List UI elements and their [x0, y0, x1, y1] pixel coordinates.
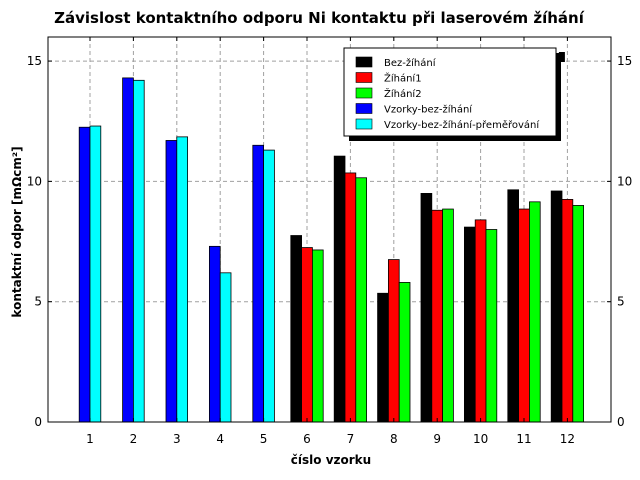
- bar-Žíhání2-7: [355, 177, 367, 423]
- bar-Vzorky-bez-žíhání-2: [122, 77, 134, 423]
- x-axis-label: číslo vzorku: [291, 453, 371, 467]
- bar-Žíhání2-10: [485, 229, 498, 423]
- bar-Vzorky-bez-žíhání-přeměřování-3: [176, 136, 189, 423]
- bar-Vzorky-bez-žíhání-přeměřování-4: [219, 272, 232, 423]
- x-tick-label: 2: [130, 432, 138, 446]
- x-tick-label: 10: [473, 432, 488, 446]
- bar-Žíhání1-12: [561, 199, 574, 423]
- x-tick-label: 5: [260, 432, 268, 446]
- bars: [78, 52, 584, 423]
- bar-Vzorky-bez-žíhání-1: [78, 126, 91, 423]
- x-tick-label: 6: [303, 432, 311, 446]
- plot-frame: [47, 36, 612, 423]
- y-axis-label: kontaktní odpor [mΩcm²]: [10, 146, 24, 317]
- bar-Vzorky-bez-žíhání-přeměřování-5: [263, 149, 275, 423]
- bar-Žíhání1-6: [301, 247, 313, 423]
- legend-label-Vzorky-bez-žíhání: Vzorky-bez-žíhání: [384, 104, 473, 116]
- bar-Žíhání2-9: [442, 208, 454, 423]
- bar-Žíhání2-11: [529, 201, 541, 423]
- bar-Vzorky-bez-žíhání-5: [252, 144, 265, 423]
- bar-Vzorky-bez-žíhání-přeměřování-2: [132, 79, 145, 423]
- y-tick-label-right: 5: [617, 295, 625, 309]
- x-tick-label: 4: [216, 432, 224, 446]
- bar-Žíhání1-8: [387, 259, 400, 423]
- bar-Bez-žíhání-10: [463, 226, 476, 423]
- x-tick-label: 12: [560, 432, 575, 446]
- overflow-bar-marker: [558, 52, 565, 62]
- bar-Žíhání1-9: [431, 209, 443, 423]
- legend-swatch-Vzorky-bez-žíhání: [355, 103, 373, 114]
- bar-Žíhání2-12: [572, 205, 584, 423]
- x-tick-label: 7: [347, 432, 355, 446]
- bar-Bez-žíhání-11: [507, 189, 519, 423]
- x-tick-label: 11: [516, 432, 531, 446]
- legend-swatch-Žíhání2: [355, 87, 373, 99]
- y-tick-label-right: 0: [617, 415, 625, 429]
- y-tick-label-right: 15: [617, 54, 632, 68]
- bar-Bez-žíhání-8: [377, 292, 389, 423]
- x-tick-label: 9: [433, 432, 441, 446]
- legend-box: [343, 47, 557, 137]
- bar-Žíhání1-10: [474, 219, 487, 423]
- y-tick-label: 0: [34, 415, 42, 429]
- legend-swatch-Bez-žíhání: [355, 56, 373, 68]
- legend-swatch-Žíhání1: [355, 72, 373, 83]
- legend-swatch-Vzorky-bez-žíhání-přeměřování: [355, 118, 373, 130]
- x-tick-label: 8: [390, 432, 398, 446]
- bar-Bez-žíhání-6: [290, 235, 302, 423]
- bar-Žíhání2-6: [311, 249, 324, 423]
- y-tick-label: 5: [34, 295, 42, 309]
- bar-Vzorky-bez-žíhání-přeměřování-1: [89, 125, 102, 423]
- x-tick-label: 1: [86, 432, 94, 446]
- bar-Žíhání1-7: [344, 172, 357, 423]
- x-tick-label: 3: [173, 432, 181, 446]
- legend-label-Vzorky-bez-žíhání-přeměřování: Vzorky-bez-žíhání-přeměřování: [384, 119, 540, 131]
- legend-label-Bez-žíhání: Bez-žíhání: [384, 57, 437, 69]
- bar-Bez-žíhání-12: [550, 190, 563, 423]
- bar-Vzorky-bez-žíhání-3: [165, 140, 178, 423]
- legend-label-Žíhání1: Žíhání1: [384, 72, 422, 85]
- bar-Žíhání2-8: [398, 282, 411, 423]
- y-tick-label: 15: [27, 54, 42, 68]
- bar-Bez-žíhání-9: [420, 193, 433, 423]
- bar-Bez-žíhání-7: [333, 155, 346, 423]
- bar-Vzorky-bez-žíhání-4: [208, 245, 221, 423]
- bar-Žíhání1-11: [518, 208, 530, 423]
- y-tick-label-right: 10: [617, 174, 632, 188]
- chart-title: Závislost kontaktního odporu Ni kontaktu…: [54, 9, 585, 27]
- y-tick-label: 10: [27, 174, 42, 188]
- legend: Bez-žíhání Žíhání1 Žíhání2 Vzorky-bez-žíhán…: [343, 47, 561, 141]
- legend-label-Žíhání2: Žíhání2: [384, 87, 422, 100]
